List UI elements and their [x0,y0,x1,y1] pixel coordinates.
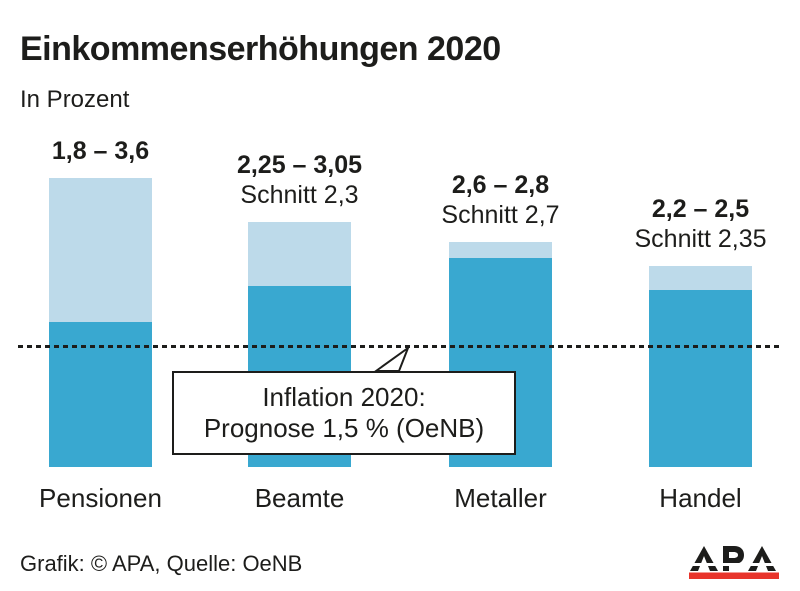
range-value: 2,6 – 2,8 [451,171,550,199]
schnitt-value: Schnitt 2,35 [634,225,767,253]
category-label-beamte: Beamte [254,483,345,513]
inflation-reference-line [18,345,782,348]
bar-value-label-handel: 2,2 – 2,5 Schnitt 2,35 [634,194,766,254]
callout-pointer-icon [372,345,411,372]
apa-logo-icon [689,546,779,579]
range-value: 2,2 – 2,5 [651,195,750,223]
bar-base-segment-handel [649,290,752,467]
category-label-metaller: Metaller [454,483,547,513]
category-label-pensionen: Pensionen [39,483,162,513]
schnitt-value: Schnitt 2,3 [240,181,359,209]
bar-base-segment-pensionen [49,322,152,467]
unit-label: In Prozent [20,86,130,113]
bar-value-label-pensionen: 1,8 – 3,6 [52,136,149,166]
bar-value-label-beamte: 2,25 – 3,05 Schnitt 2,3 [237,150,362,210]
callout-line1: Inflation 2020: [262,382,426,412]
bar-value-label-metaller: 2,6 – 2,8 Schnitt 2,7 [441,170,559,230]
range-value: 1,8 – 3,6 [51,137,150,165]
source-credit: Grafik: © APA, Quelle: OeNB [20,551,303,576]
schnitt-value: Schnitt 2,7 [441,201,560,229]
callout-line2: Prognose 1,5 % (OeNB) [203,413,485,443]
page-title: Einkommenserhöhungen 2020 [20,30,501,68]
category-label-handel: Handel [659,483,742,513]
inflation-callout: Inflation 2020: Prognose 1,5 % (OeNB) [172,371,516,455]
range-value: 2,25 – 3,05 [236,151,363,179]
